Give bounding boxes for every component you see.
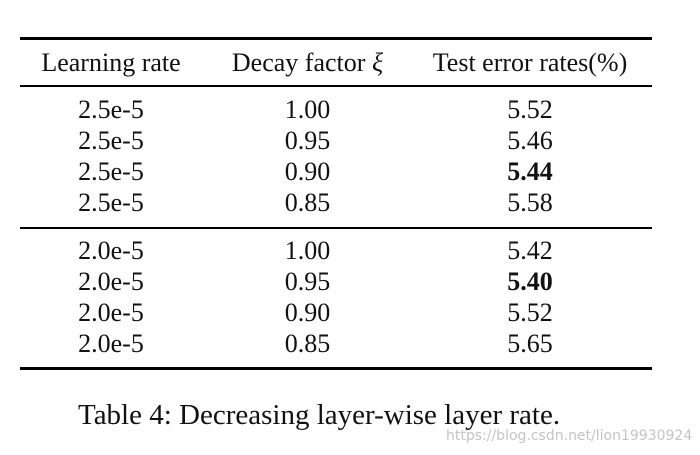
cell-test-error: 5.52 xyxy=(507,298,553,327)
cell-decay-factor: 0.95 xyxy=(284,126,331,155)
cell-learning-rate: 2.5e-5 xyxy=(78,95,144,124)
cell-learning-rate: 2.0e-5 xyxy=(78,236,144,265)
cell-decay-factor: 1.00 xyxy=(284,236,331,265)
table-caption: Table 4: Decreasing layer-wise layer rat… xyxy=(78,399,561,431)
cell-learning-rate: 2.0e-5 xyxy=(78,298,144,327)
cell-decay-factor: 0.85 xyxy=(284,329,331,358)
cell-decay-factor: 0.85 xyxy=(284,188,331,217)
cell-test-error: 5.52 xyxy=(507,95,553,124)
cell-learning-rate: 2.5e-5 xyxy=(78,126,144,155)
cell-decay-factor: 1.00 xyxy=(284,95,331,124)
header-test-error: Test error rates(%) xyxy=(432,48,628,77)
header-decay-factor: Decay factor ξ xyxy=(225,47,390,78)
cell-decay-factor: 0.90 xyxy=(284,298,331,327)
header-learning-rate: Learning rate xyxy=(41,48,181,77)
top-rule xyxy=(20,37,652,40)
cell-learning-rate: 2.5e-5 xyxy=(78,188,144,217)
cell-test-error: 5.65 xyxy=(507,329,553,358)
cell-test-error-best: 5.40 xyxy=(507,267,553,296)
cell-learning-rate: 2.0e-5 xyxy=(78,329,144,358)
cell-test-error: 5.58 xyxy=(507,188,553,217)
watermark: https://blog.csdn.net/lion19930924 xyxy=(446,428,693,444)
cell-test-error: 5.46 xyxy=(507,126,553,155)
header-rule xyxy=(20,85,652,87)
cell-learning-rate: 2.0e-5 xyxy=(78,267,144,296)
cell-learning-rate: 2.5e-5 xyxy=(78,157,144,186)
bottom-rule xyxy=(20,367,652,370)
xi-symbol: ξ xyxy=(371,48,384,77)
cell-decay-factor: 0.95 xyxy=(284,267,331,296)
cell-decay-factor: 0.90 xyxy=(284,157,331,186)
cell-test-error-best: 5.44 xyxy=(507,157,553,186)
group-divider-rule xyxy=(20,227,652,229)
cell-test-error: 5.42 xyxy=(507,236,553,265)
header-decay-factor-label: Decay factor xyxy=(231,48,366,77)
